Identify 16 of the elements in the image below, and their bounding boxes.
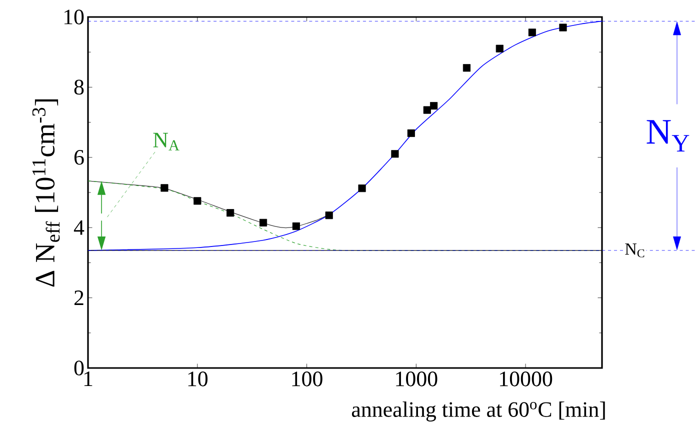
x-tick-label: 100 bbox=[292, 372, 322, 386]
y-tick-label: 6 bbox=[74, 150, 84, 165]
text: N$_{Y}$ bbox=[646, 120, 690, 152]
y-axis-title: Δ N$_{eff}$ [10$^{11}$cm$^{-3}$] bbox=[32, 99, 60, 287]
y-tick-label: 0 bbox=[74, 360, 84, 376]
x-tick-label: 1000 bbox=[396, 372, 438, 386]
x-axis-title: annealing time at 60$^{o}$C [min] bbox=[352, 402, 605, 422]
x-tick-label: 1 bbox=[84, 372, 92, 386]
y-tick-label: 4 bbox=[74, 220, 84, 235]
series-label: N$_{A}$ bbox=[153, 132, 180, 150]
ref-line-label: N$_{C}$ bbox=[625, 244, 644, 258]
y-tick-label: 8 bbox=[74, 80, 84, 95]
x-tick-label: 10 bbox=[188, 372, 208, 386]
x-tick-label: 10000 bbox=[500, 372, 552, 386]
y-tick-label: 10 bbox=[64, 10, 84, 24]
y-tick-label: 2 bbox=[74, 290, 84, 306]
